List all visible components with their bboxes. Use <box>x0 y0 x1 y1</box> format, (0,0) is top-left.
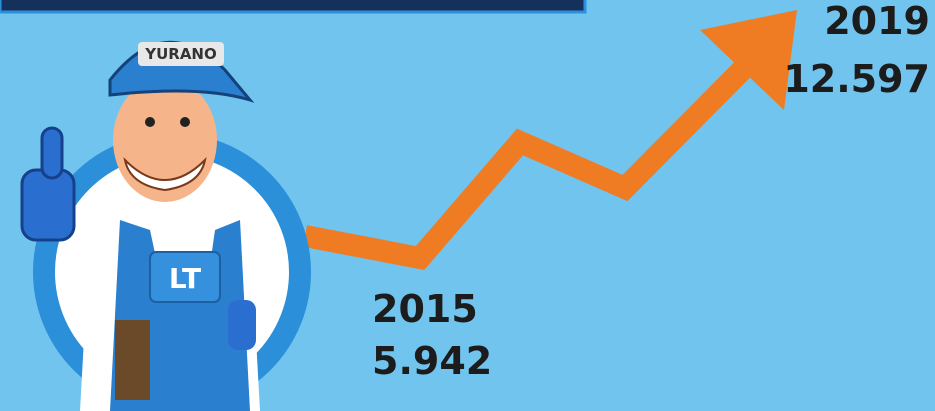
bib-text: LT <box>169 262 201 295</box>
glove <box>22 170 74 240</box>
eye <box>145 117 155 127</box>
page: LT YURANO 2015 5.942 2019 12.597 (() => … <box>0 0 935 411</box>
right-glove <box>228 300 256 350</box>
tool-belt <box>115 320 150 400</box>
top-banner <box>0 0 585 12</box>
value-label: 5.942 <box>372 339 492 383</box>
value-label: 12.597 <box>783 57 930 101</box>
thumb <box>42 128 62 178</box>
eye <box>180 117 190 127</box>
year-label: 2019 <box>824 0 930 43</box>
year-label: 2015 <box>372 287 478 331</box>
cap-text: YURANO <box>144 45 217 63</box>
infographic: LT YURANO 2015 5.942 2019 12.597 <box>0 0 935 411</box>
